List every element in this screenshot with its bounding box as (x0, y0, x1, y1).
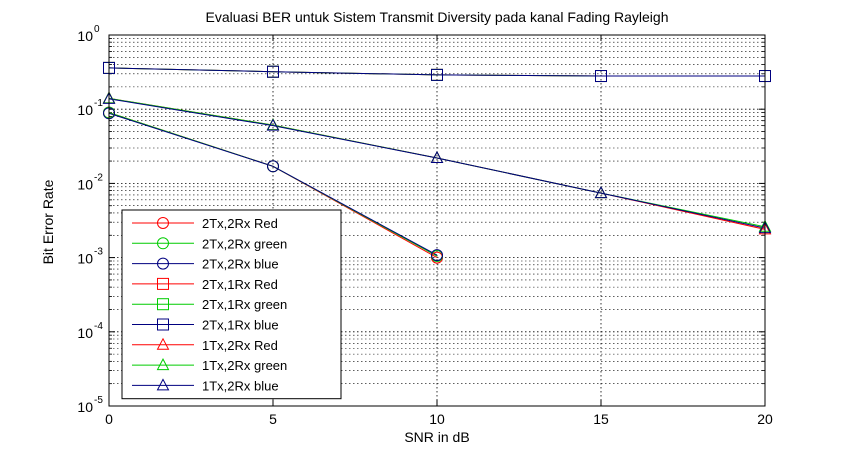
x-tick-label: 20 (757, 411, 773, 427)
y-tick-label: 10 -3 (77, 247, 103, 267)
data-point-triangle-8 (594, 186, 608, 199)
legend-label: 2Tx,2Rx Red (202, 216, 278, 231)
data-point-square-5 (267, 65, 279, 78)
series-line-8 (108, 98, 766, 229)
legend-label: 1Tx,2Rx Red (202, 338, 278, 353)
series-lines (108, 67, 766, 259)
legend-marker-square (157, 298, 169, 311)
y-tick-label-base: 10 (77, 399, 93, 415)
x-tick-label: 0 (105, 411, 113, 427)
data-point-circle-2 (431, 249, 443, 262)
legend-marker-triangle (156, 337, 170, 350)
y-tick-label: 10 -5 (77, 395, 103, 415)
legend-marker-square (157, 318, 169, 331)
y-tick-label-base: 10 (77, 176, 93, 192)
legend-label: 1Tx,2Rx blue (202, 378, 279, 393)
data-point-triangle-8 (266, 118, 280, 131)
legend-label: 2Tx,2Rx blue (202, 257, 279, 272)
x-axis-label: SNR in dB (404, 429, 469, 445)
legend-label: 2Tx,1Rx green (202, 297, 287, 312)
legend-marker-circle (157, 257, 169, 270)
legend-label: 2Tx,1Rx blue (202, 318, 279, 333)
legend: 2Tx,2Rx Red 2Tx,2Rx green 2Tx,2Rx blue 2Tx,… (121, 209, 342, 400)
legend-marker-circle (157, 217, 169, 229)
legend-entry: 2Tx,1Rx blue (132, 318, 279, 333)
y-tick-label: 10 -4 (77, 321, 103, 341)
data-point-triangle-8 (430, 150, 444, 163)
legend-marker-triangle (156, 358, 170, 371)
legend-entry: 1Tx,2Rx Red (132, 337, 278, 353)
legend-marker-triangle (156, 378, 170, 391)
legend-entry: 2Tx,2Rx green (132, 236, 287, 251)
y-tick-label: 10 0 (77, 24, 100, 44)
series-line-2 (108, 112, 438, 256)
legend-label: 2Tx,1Rx Red (202, 277, 278, 292)
y-tick-label: 10 -2 (77, 172, 103, 192)
data-point-square-5 (595, 70, 607, 83)
legend-entry: 2Tx,2Rx Red (132, 216, 278, 231)
data-point-square-5 (431, 68, 443, 81)
series-line-5 (108, 67, 765, 77)
y-tick-label-exponent: -4 (94, 321, 103, 332)
plot-frame (108, 34, 766, 407)
y-tick-label-base: 10 (77, 251, 93, 267)
legend-entry: 1Tx,2Rx green (132, 358, 287, 373)
y-tick-label-base: 10 (77, 102, 93, 118)
legend-label: 1Tx,2Rx green (202, 358, 287, 373)
y-tick-label-exponent: 0 (94, 24, 100, 35)
legend-entry: 2Tx,1Rx green (132, 297, 287, 312)
chart-title: Evaluasi BER untuk Sistem Transmit Diver… (206, 9, 669, 25)
y-tick-label-exponent: -3 (94, 247, 103, 258)
y-tick-label-base: 10 (77, 325, 93, 341)
x-tick-labels: 0 5 10 15 20 (105, 411, 773, 427)
y-tick-label-base: 10 (77, 28, 93, 44)
legend-entry: 2Tx,1Rx Red (132, 277, 278, 292)
x-tick-label: 15 (593, 411, 609, 427)
x-tick-label: 10 (429, 411, 445, 427)
data-point-circle-2 (267, 160, 279, 173)
legend-entry: 2Tx,2Rx blue (132, 257, 279, 272)
legend-marker-circle (157, 237, 169, 250)
y-tick-label-exponent: -1 (94, 98, 103, 109)
y-tick-label-exponent: -5 (94, 395, 103, 406)
x-tick-label: 5 (269, 411, 277, 427)
legend-marker-square (157, 277, 169, 290)
y-axis-label: Bit Error Rate (40, 179, 56, 264)
legend-entry: 1Tx,2Rx blue (132, 378, 279, 393)
y-tick-label-exponent: -2 (94, 172, 103, 183)
y-tick-label: 10 -1 (77, 98, 103, 118)
legend-label: 2Tx,2Rx green (202, 236, 287, 251)
